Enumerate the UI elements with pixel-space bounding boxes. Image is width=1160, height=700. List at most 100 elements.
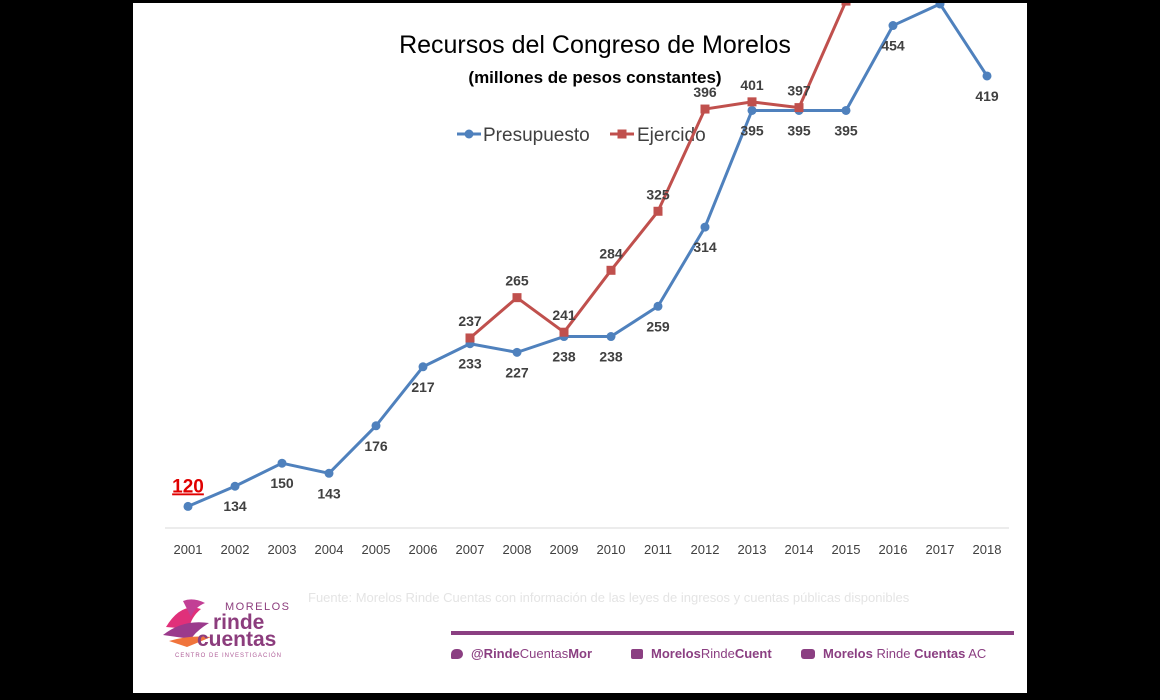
x-tick-2010: 2010 [597, 542, 626, 557]
source-note: Fuente: Morelos Rinde Cuentas con inform… [308, 590, 910, 605]
logo-line-3: cuentas [197, 628, 277, 651]
data-label-presupuesto-2008: 227 [505, 364, 529, 380]
x-tick-2005: 2005 [362, 542, 391, 557]
data-label-presupuesto-2001: 120 [172, 476, 204, 497]
logo-flower-icon [163, 599, 211, 647]
point-ejercido-2007 [465, 333, 475, 343]
x-tick-2016: 2016 [879, 542, 908, 557]
line-chart: Recursos del Congreso de Morelos (millon… [165, 3, 1009, 557]
data-label-presupuesto-2014: 395 [787, 122, 811, 138]
point-ejercido-2015 [841, 3, 851, 6]
point-ejercido-2013 [747, 97, 757, 107]
x-tick-2013: 2013 [738, 542, 767, 557]
data-label-presupuesto-2012: 314 [693, 239, 717, 255]
plot-area: 120 134 150 143 176 217 233 227 238 238 259 314 395 3… [172, 3, 999, 514]
facebook-part-2: Rinde [700, 646, 735, 661]
x-tick-2015: 2015 [832, 542, 861, 557]
logo-line-1: MORELOS [225, 601, 291, 613]
x-tick-2011: 2011 [644, 542, 672, 557]
x-tick-2012: 2012 [691, 542, 720, 557]
facebook-part-3: Cuent [734, 646, 772, 661]
youtube-part-1: Morelos [823, 646, 873, 661]
data-label-presupuesto-2011: 259 [646, 318, 670, 334]
point-presupuesto-2004 [324, 468, 334, 478]
data-label-presupuesto-2002: 134 [223, 498, 247, 514]
facebook-part-1: Morelos [651, 646, 701, 661]
twitter-prefix: @Rinde [471, 646, 520, 661]
point-presupuesto-2006 [418, 362, 428, 372]
chart-subtitle: (millones de pesos constantes) [468, 68, 721, 87]
point-presupuesto-2013 [747, 105, 757, 115]
x-tick-2002: 2002 [221, 542, 250, 557]
point-presupuesto-2005 [371, 421, 381, 431]
chart-title: Recursos del Congreso de Morelos [399, 31, 791, 59]
twitter-suffix: Mor [568, 646, 593, 661]
x-tick-2018: 2018 [973, 542, 1002, 557]
logo-line-4: CENTRO DE INVESTIGACIÓN [175, 653, 283, 659]
logo-line-2: rinde [213, 611, 265, 634]
data-label-ejercido-2013: 401 [740, 77, 764, 93]
data-label-presupuesto-2009: 238 [552, 349, 576, 365]
x-tick-2008: 2008 [503, 542, 532, 557]
x-tick-2006: 2006 [409, 542, 438, 557]
twitter-icon [451, 649, 463, 659]
data-label-presupuesto-2015: 395 [834, 122, 858, 138]
legend-label-presupuesto: Presupuesto [483, 125, 590, 146]
legend-label-ejercido: Ejercido [637, 125, 706, 146]
data-label-ejercido-2008: 265 [505, 273, 529, 289]
legend-marker-presupuesto [464, 129, 474, 139]
data-label-presupuesto-2010: 238 [599, 349, 623, 365]
data-label-presupuesto-2003: 150 [270, 475, 294, 491]
data-label-ejercido-2010: 284 [599, 245, 623, 261]
point-presupuesto-2017 [935, 3, 945, 9]
point-ejercido-2011 [653, 206, 663, 216]
x-tick-2009: 2009 [550, 542, 579, 557]
facebook-icon [631, 649, 643, 659]
legend-item-presupuesto: Presupuesto [457, 125, 590, 146]
data-label-presupuesto-2018: 419 [975, 88, 999, 104]
data-label-ejercido-2007: 237 [458, 313, 482, 329]
point-presupuesto-2011 [653, 301, 663, 311]
footer-divider [451, 631, 1014, 635]
series-ejercido: 237265241284325396401397471555 [458, 3, 851, 343]
series-line-ejercido [469, 3, 847, 340]
point-presupuesto-2002 [230, 481, 240, 491]
data-label-ejercido-2009: 241 [552, 307, 576, 323]
point-presupuesto-2010 [606, 332, 616, 342]
legend: Presupuesto Ejercido [457, 125, 706, 146]
point-presupuesto-2012 [700, 222, 710, 232]
x-tick-2007: 2007 [456, 542, 485, 557]
point-presupuesto-2008 [512, 347, 522, 357]
x-tick-labels: 2001 2002 2003 2004 2005 2006 2007 2008 2009 2010… [174, 542, 1002, 557]
data-label-presupuesto-2016: 454 [881, 38, 905, 54]
youtube-part-4: AC [968, 646, 987, 661]
youtube-part-3: Cuentas [914, 646, 966, 661]
twitter-mid: Cuentas [519, 646, 569, 661]
data-label-ejercido-2012: 396 [693, 84, 717, 100]
point-presupuesto-2001 [183, 501, 193, 511]
twitter-handle[interactable]: @RindeCuentasMor [451, 646, 592, 661]
logo: MORELOS rinde cuentas CENTRO DE INVESTIG… [161, 593, 291, 659]
point-presupuesto-2016 [888, 21, 898, 31]
point-presupuesto-2015 [841, 105, 851, 115]
legend-marker-ejercido [617, 129, 627, 139]
data-label-ejercido-2014: 397 [787, 83, 811, 99]
point-ejercido-2010 [606, 265, 616, 275]
data-label-presupuesto-2006: 217 [411, 379, 435, 395]
slide: Recursos del Congreso de Morelos (millon… [133, 3, 1027, 693]
x-tick-2001: 2001 [174, 542, 203, 557]
data-label-presupuesto-2005: 176 [364, 438, 388, 454]
point-presupuesto-2018 [982, 71, 992, 81]
data-label-presupuesto-2004: 143 [317, 485, 341, 501]
series-line-presupuesto [187, 3, 989, 508]
x-tick-2003: 2003 [268, 542, 297, 557]
facebook-handle[interactable]: MorelosRindeCuent [631, 646, 772, 661]
x-tick-2014: 2014 [785, 542, 814, 557]
point-ejercido-2014 [794, 103, 804, 113]
point-ejercido-2009 [559, 327, 569, 337]
youtube-channel[interactable]: Morelos Rinde Cuentas AC [801, 646, 986, 661]
point-presupuesto-2003 [277, 458, 287, 468]
series-presupuesto: 120 134 150 143 176 217 233 227 238 238 259 314 395 3… [172, 3, 999, 514]
data-label-ejercido-2011: 325 [646, 186, 670, 202]
x-tick-2004: 2004 [315, 542, 344, 557]
